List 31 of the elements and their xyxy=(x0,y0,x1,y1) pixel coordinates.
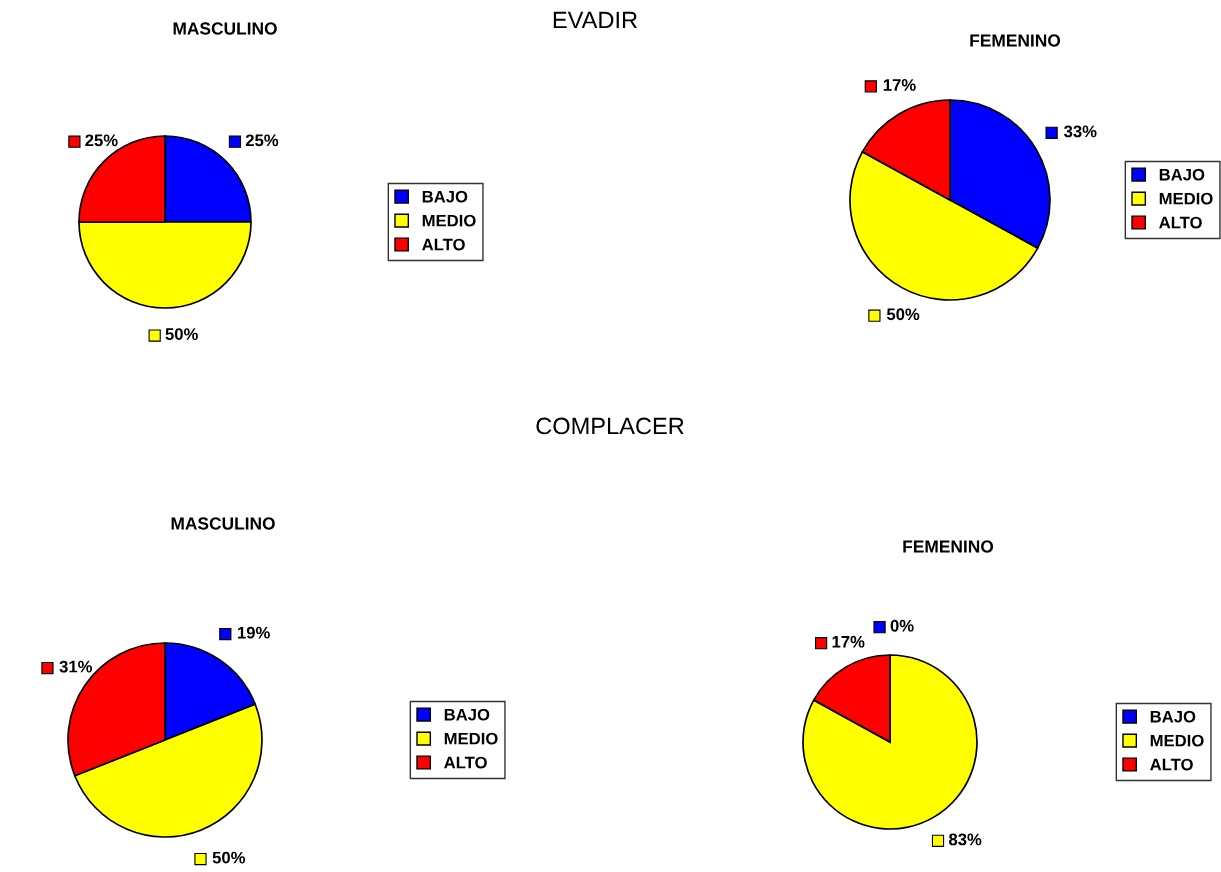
legend-label: BAJO xyxy=(1159,168,1205,181)
legend-label: ALTO xyxy=(1159,216,1202,229)
data-label: 83% xyxy=(948,833,982,846)
text: EVADIR xyxy=(553,11,637,29)
data-label: 50% xyxy=(165,328,198,340)
chart-title: FEMENINO xyxy=(903,540,994,553)
legend-label: ALTO xyxy=(422,238,465,251)
legend-label: MEDIO xyxy=(1150,734,1204,747)
chart-title: MASCULINO xyxy=(173,22,277,35)
legend-label: BAJO xyxy=(444,708,490,721)
data-label: 50% xyxy=(212,851,246,864)
text: COMPLACER xyxy=(536,417,684,435)
data-label: 25% xyxy=(85,134,118,147)
legend-label: MEDIO xyxy=(444,732,498,745)
data-label: 50% xyxy=(886,308,920,321)
data-label: 19% xyxy=(238,626,270,639)
legend-label: MEDIO xyxy=(1159,192,1213,205)
legend-label: MEDIO xyxy=(422,214,476,227)
legend-label: ALTO xyxy=(444,756,487,769)
chart-title: FEMENINO xyxy=(970,34,1061,47)
data-label: 25% xyxy=(245,134,279,147)
data-label: 31% xyxy=(59,660,93,673)
data-label: 17% xyxy=(883,79,916,91)
chart-title: MASCULINO xyxy=(171,517,275,530)
text: 0% xyxy=(890,619,914,632)
pie-slice xyxy=(802,654,978,830)
data-label: 17% xyxy=(832,635,865,648)
legend-label: ALTO xyxy=(1150,758,1193,771)
data-label: 33% xyxy=(1064,125,1097,138)
legend-label: BAJO xyxy=(422,190,468,203)
legend-label: BAJO xyxy=(1150,710,1196,723)
